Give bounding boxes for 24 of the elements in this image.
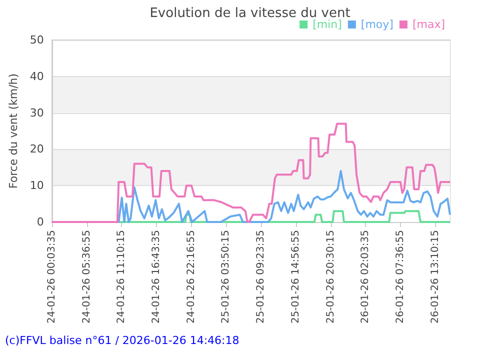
x-tick-label: 26-01-26 13:10:15 [430,230,441,324]
x-tick-label: 26-01-26 02:03:35 [360,230,372,324]
y-tick-label: 20 [30,142,44,156]
y-tick-label: 50 [30,34,44,46]
x-tick-label: 25-01-26 14:56:55 [290,230,302,324]
x-tick-label: 25-01-26 20:30:15 [325,230,336,324]
text: (c)FFVL balise n°61 / 2026-01-26 14:46:18 [5,334,240,347]
y-tick-label: 0 [36,216,44,228]
y-axis-title: Force du vent (km/h) [7,73,20,189]
x-tick-label: 24-01-26 16:43:35 [150,230,162,324]
y-tick-label: 30 [30,106,44,120]
x-tick-label: 24-01-26 11:10:15 [116,230,128,324]
x-tick-label: 25-01-26 09:23:35 [256,230,267,324]
legend-label: [min] [312,18,342,31]
legend-label: [moy] [360,18,394,31]
x-tick-label: 24-01-26 00:03:35 [46,230,58,324]
y-tick-label: 40 [30,70,44,83]
y-tick-label: 10 [30,179,44,192]
x-tick-label: 25-01-26 03:50:15 [220,230,232,324]
x-tick-label: 24-01-26 05:36:55 [81,230,92,324]
legend-label: [max] [412,18,446,31]
x-tick-label: 26-01-26 07:36:55 [395,230,406,324]
chart-title: Evolution de la vitesse du vent [150,6,350,21]
x-tick-label: 24-01-26 22:16:55 [186,230,197,324]
